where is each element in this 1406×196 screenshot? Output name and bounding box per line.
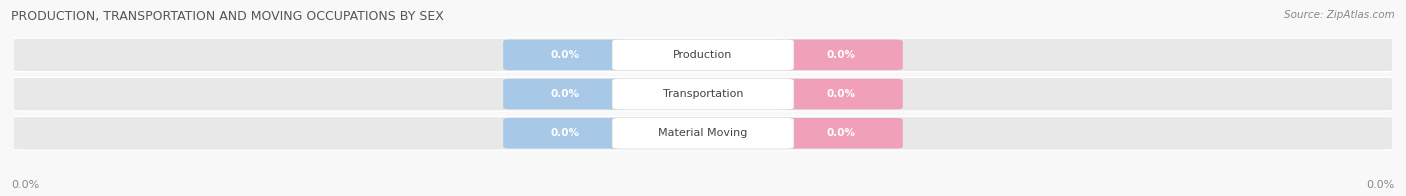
FancyBboxPatch shape [779,79,903,109]
FancyBboxPatch shape [779,118,903,149]
FancyBboxPatch shape [503,40,627,70]
FancyBboxPatch shape [10,38,1396,72]
Text: 0.0%: 0.0% [11,180,39,190]
Text: Transportation: Transportation [662,89,744,99]
Text: 0.0%: 0.0% [551,128,579,138]
FancyBboxPatch shape [612,78,794,110]
FancyBboxPatch shape [503,79,627,109]
FancyBboxPatch shape [503,118,627,149]
FancyBboxPatch shape [10,77,1396,111]
Text: Material Moving: Material Moving [658,128,748,138]
Text: Source: ZipAtlas.com: Source: ZipAtlas.com [1284,10,1395,20]
Text: 0.0%: 0.0% [827,128,855,138]
FancyBboxPatch shape [10,116,1396,150]
Text: PRODUCTION, TRANSPORTATION AND MOVING OCCUPATIONS BY SEX: PRODUCTION, TRANSPORTATION AND MOVING OC… [11,10,444,23]
Text: 0.0%: 0.0% [551,50,579,60]
FancyBboxPatch shape [612,118,794,149]
Text: 0.0%: 0.0% [1367,180,1395,190]
Text: Production: Production [673,50,733,60]
Text: 0.0%: 0.0% [827,50,855,60]
FancyBboxPatch shape [779,40,903,70]
FancyBboxPatch shape [612,39,794,71]
Text: 0.0%: 0.0% [827,89,855,99]
Text: 0.0%: 0.0% [551,89,579,99]
